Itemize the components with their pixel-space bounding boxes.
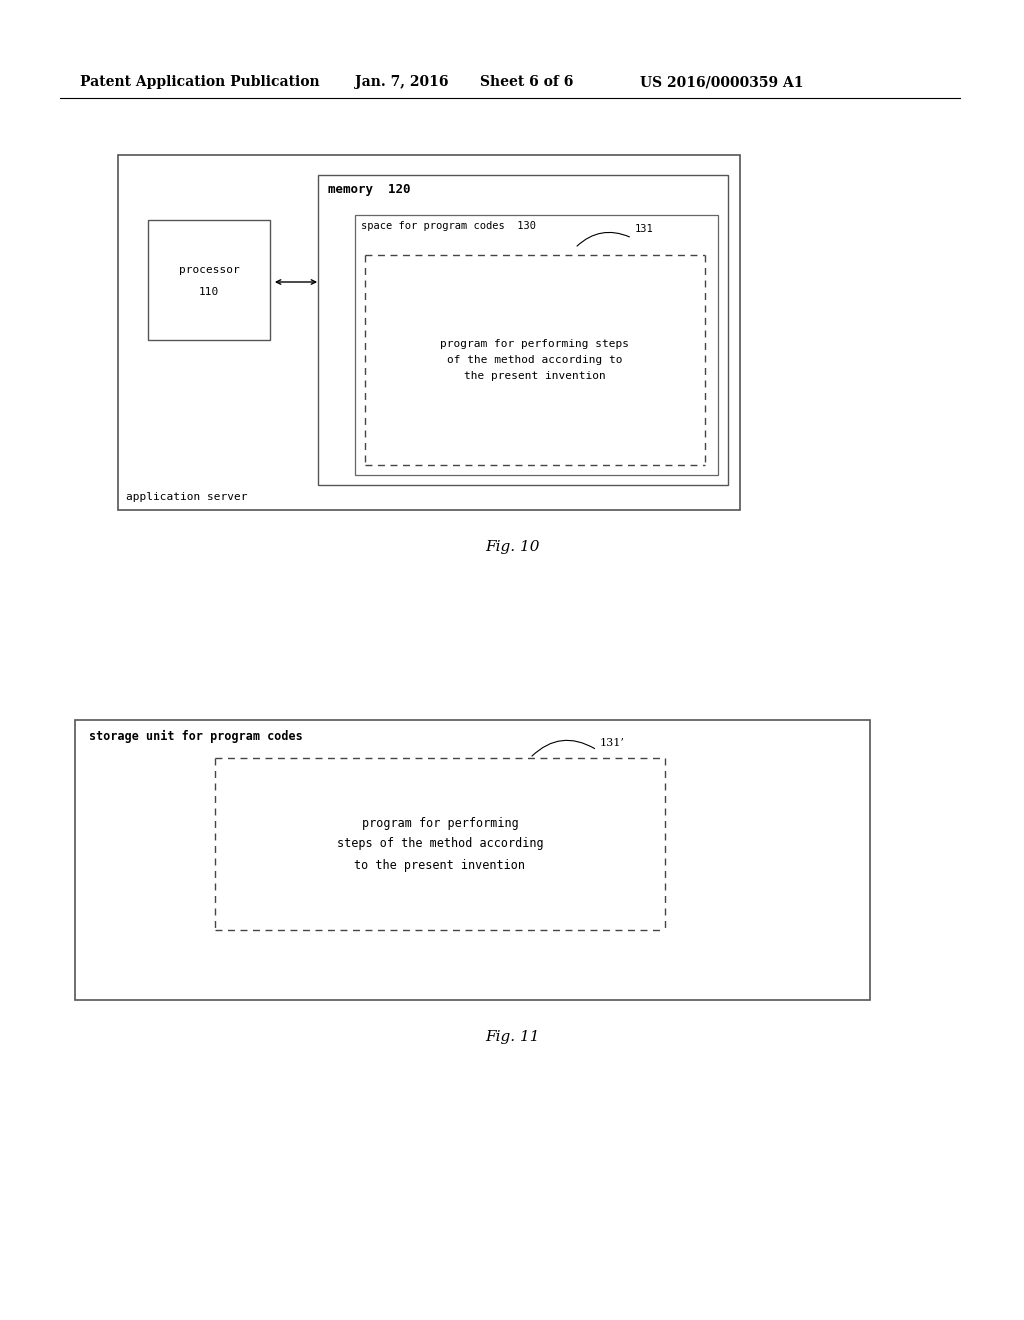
Text: memory  120: memory 120	[328, 183, 411, 195]
Text: storage unit for program codes: storage unit for program codes	[89, 730, 303, 743]
Text: Fig. 10: Fig. 10	[484, 540, 540, 554]
Bar	[355, 215, 718, 475]
Text: program for performing
steps of the method according
to the present invention: program for performing steps of the meth…	[337, 817, 544, 871]
Bar	[148, 220, 270, 341]
Bar	[75, 719, 870, 1001]
Text: application server: application server	[126, 492, 248, 502]
Text: program for performing steps
of the method according to
the present invention: program for performing steps of the meth…	[440, 339, 630, 381]
Text: Jan. 7, 2016: Jan. 7, 2016	[355, 75, 449, 88]
Text: 131: 131	[635, 224, 653, 234]
Bar	[118, 154, 740, 510]
Text: space for program codes  130: space for program codes 130	[361, 220, 536, 231]
Text: Fig. 11: Fig. 11	[484, 1030, 540, 1044]
Text: US 2016/0000359 A1: US 2016/0000359 A1	[640, 75, 804, 88]
Text: 110: 110	[199, 286, 219, 297]
Text: Sheet 6 of 6: Sheet 6 of 6	[480, 75, 573, 88]
Text: Patent Application Publication: Patent Application Publication	[80, 75, 319, 88]
Text: 131’: 131’	[600, 738, 625, 748]
Bar	[318, 176, 728, 484]
Text: processor: processor	[178, 265, 240, 275]
